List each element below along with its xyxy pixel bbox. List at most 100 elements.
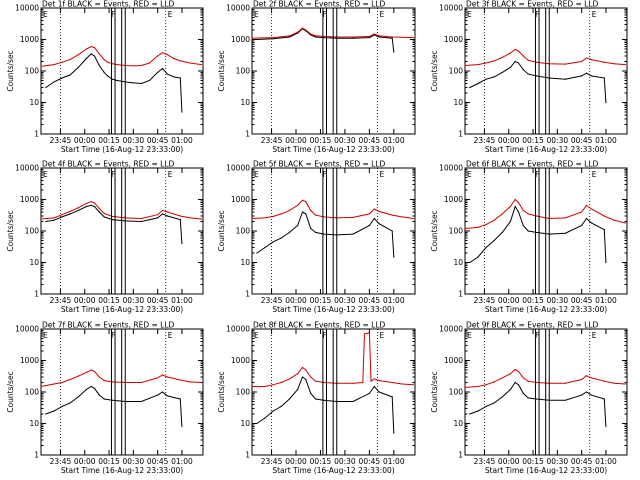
data-point-events	[157, 217, 159, 219]
data-point-lld	[272, 384, 274, 386]
data-point-lld	[323, 381, 325, 384]
data-point-events	[310, 392, 312, 395]
data-point-lld	[613, 219, 615, 221]
data-point-events	[181, 425, 183, 428]
data-point-events	[264, 246, 266, 249]
x-tick-label: 00:30	[123, 136, 145, 145]
data-point-events	[514, 205, 516, 208]
x-tick-label: 00:45	[571, 457, 593, 466]
data-point-events	[61, 77, 63, 79]
data-point-events	[157, 71, 159, 74]
data-point-events	[314, 398, 317, 400]
x-tick-label: 23:45	[50, 296, 72, 305]
y-axis-label: Counts/sec	[430, 210, 439, 251]
x-tick-label: 00:30	[334, 296, 356, 305]
data-point-events	[501, 231, 503, 234]
data-point-events	[111, 399, 113, 401]
x-axis-label: Start Time (16-Aug-12 23:33:00)	[272, 145, 394, 154]
data-point-lld	[314, 380, 317, 382]
data-point-lld	[90, 369, 92, 371]
data-point-lld	[288, 378, 291, 380]
data-point-lld	[493, 381, 495, 383]
data-point-events	[256, 422, 258, 425]
x-tick-label: 00:45	[359, 296, 381, 305]
data-point-events	[527, 397, 529, 399]
data-point-events	[477, 410, 479, 412]
x-tick-label: 00:45	[147, 296, 169, 305]
x-tick-label: 00:45	[147, 136, 169, 145]
data-point-lld	[603, 380, 605, 382]
data-point-lld	[251, 385, 253, 388]
data-point-events	[323, 233, 325, 235]
data-point-events	[157, 394, 159, 396]
data-point-lld	[352, 382, 354, 384]
data-point-lld	[581, 378, 583, 381]
panel-title: Det 2f BLACK = Events, RED = LLD	[253, 0, 386, 9]
data-point-lld	[585, 204, 588, 206]
panel-det-8f: Det 8f BLACK = Events, RED = LLD 1 10 100 10…	[217, 321, 416, 475]
data-point-lld	[501, 56, 503, 59]
y-tick-label: 10000	[226, 4, 250, 13]
y-tick-label: 1	[34, 290, 39, 299]
data-point-events	[564, 232, 567, 234]
data-point-events	[485, 246, 487, 249]
data-point-events	[590, 75, 592, 77]
data-point-lld	[69, 210, 71, 212]
data-point-lld	[157, 214, 159, 216]
data-point-events	[564, 78, 567, 80]
data-point-lld	[140, 64, 143, 67]
data-point-events	[522, 69, 524, 71]
y-tick-label: 10	[453, 258, 463, 267]
y-axis-label: Counts/sec	[430, 50, 439, 91]
data-point-lld	[352, 36, 354, 38]
data-point-events	[391, 396, 393, 398]
data-point-lld	[352, 216, 354, 219]
x-tick-label: 00:15	[98, 136, 120, 145]
y-tick-label: 1	[458, 290, 463, 299]
data-point-lld	[514, 368, 516, 371]
x-tick-label: 00:45	[359, 136, 381, 145]
data-point-events	[148, 79, 151, 82]
data-point-events	[106, 75, 109, 77]
data-point-events	[140, 400, 143, 403]
data-point-lld	[517, 50, 520, 52]
data-point-lld	[61, 61, 63, 63]
data-point-events	[352, 400, 354, 403]
data-point-lld	[517, 370, 520, 373]
data-point-events	[314, 36, 317, 38]
data-point-lld	[603, 215, 605, 217]
y-axis-label: Counts/sec	[6, 210, 15, 251]
data-point-events	[77, 209, 79, 212]
y-tick-label: 1	[458, 130, 463, 139]
data-point-events	[272, 410, 274, 412]
y-tick-label: 1000	[20, 356, 39, 365]
data-point-events	[173, 76, 175, 78]
data-point-events	[581, 394, 583, 396]
panel-det-1f: Det 1f BLACK = Events, RED = LLD 1 10 100 10…	[6, 0, 204, 154]
data-point-events	[166, 73, 168, 75]
y-tick-label: 10000	[439, 4, 463, 13]
data-point-events	[181, 242, 183, 245]
x-tick-label: 00:45	[147, 457, 169, 466]
data-point-lld	[581, 60, 583, 63]
marker-letter: E	[43, 10, 48, 19]
data-point-events	[564, 399, 567, 401]
data-point-lld	[509, 373, 511, 375]
data-point-lld	[378, 380, 380, 382]
y-tick-label: 100	[236, 388, 251, 397]
data-point-lld	[314, 35, 317, 37]
data-point-events	[98, 211, 100, 213]
panel-title: Det 6f BLACK = Events, RED = LLD	[466, 160, 599, 169]
data-point-lld	[166, 376, 168, 378]
marker-letter: F	[111, 331, 115, 340]
y-axis-label: Counts/sec	[6, 371, 15, 412]
marker-letter: F	[111, 10, 115, 19]
y-tick-label: 1	[245, 451, 250, 460]
data-point-events	[90, 385, 92, 388]
data-point-lld	[93, 202, 96, 204]
data-point-lld	[564, 63, 567, 65]
data-point-lld	[90, 45, 92, 48]
panel-det-7f: Det 7f BLACK = Events, RED = LLD 1 10 100 10…	[6, 321, 204, 475]
y-tick-label: 10	[29, 419, 39, 428]
data-point-lld	[535, 381, 537, 384]
